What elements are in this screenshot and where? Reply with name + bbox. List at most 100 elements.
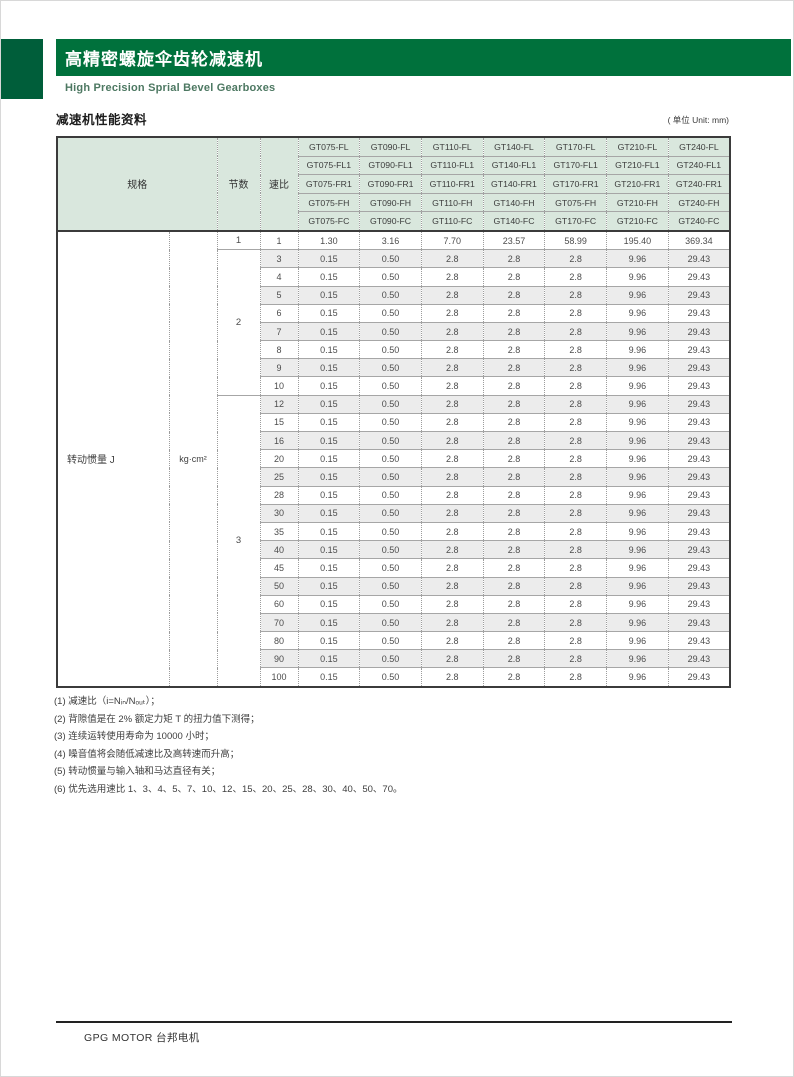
ratio-cell: 1 bbox=[259, 230, 299, 251]
data-row: 100 0.15 0.50 2.8 2.8 2.8 9.96 29.43 bbox=[57, 667, 731, 688]
value-cell: 2.8 bbox=[482, 412, 546, 433]
value-cell: 9.96 bbox=[606, 576, 669, 596]
value-cell: 0.15 bbox=[297, 431, 361, 451]
footnote-4: (4) 噪音值将会随低减速比及高转速而升高； bbox=[54, 748, 240, 760]
value-cell: 9.96 bbox=[606, 376, 669, 396]
value-cell: 9.96 bbox=[606, 321, 669, 342]
value-cell: 29.43 bbox=[667, 521, 731, 542]
value-cell: 0.50 bbox=[359, 358, 422, 378]
value-cell: 9.96 bbox=[606, 467, 669, 487]
section-title: 减速机性能资料 bbox=[56, 113, 148, 127]
ratio-cell: 50 bbox=[259, 576, 299, 596]
value-cell: 2.8 bbox=[420, 594, 484, 614]
value-cell: 0.15 bbox=[297, 631, 361, 651]
value-cell: 2.8 bbox=[420, 358, 484, 378]
value-cell: 9.96 bbox=[606, 431, 669, 451]
value-cell: 2.8 bbox=[544, 594, 608, 614]
unit-note: ( 单位 Unit: mm) bbox=[667, 115, 729, 125]
value-cell: 29.43 bbox=[667, 467, 731, 487]
ratio-cell: 9 bbox=[259, 358, 299, 378]
value-cell: 2.8 bbox=[482, 303, 546, 323]
spec-unit-cell: kg·cm² bbox=[168, 230, 218, 688]
value-cell: 9.96 bbox=[606, 249, 669, 269]
value-cell: 29.43 bbox=[667, 340, 731, 360]
value-cell: 0.15 bbox=[297, 321, 361, 342]
value-cell: 29.43 bbox=[667, 412, 731, 433]
value-cell: 9.96 bbox=[606, 412, 669, 433]
data-row: 70 0.15 0.50 2.8 2.8 2.8 9.96 29.43 bbox=[57, 612, 731, 633]
value-cell: 0.50 bbox=[359, 321, 422, 342]
value-cell: 23.57 bbox=[482, 230, 546, 251]
footnote-5: (5) 转动惯量与输入轴和马达直径有关； bbox=[54, 766, 221, 777]
ratio-cell: 7 bbox=[259, 321, 299, 342]
value-cell: 2.8 bbox=[420, 376, 484, 396]
model-header-cell: GT140-FL1 bbox=[482, 155, 546, 176]
model-header-cell: GT240-FH bbox=[667, 192, 731, 213]
data-row: 5 0.15 0.50 2.8 2.8 2.8 9.96 29.43 bbox=[57, 285, 731, 305]
value-cell: 2.8 bbox=[544, 485, 608, 505]
value-cell: 2.8 bbox=[482, 267, 546, 287]
model-header-row: 规格 节数 速比 GT075-FL GT090-FL GT110-FL GT140-FL GT… bbox=[56, 136, 731, 232]
title-bar: 高精密螺旋伞齿轮减速机 bbox=[56, 39, 791, 76]
model-header-cell: GT210-FR1 bbox=[606, 174, 669, 194]
value-cell: 2.8 bbox=[482, 558, 546, 578]
value-cell: 2.8 bbox=[482, 321, 546, 342]
value-cell: 9.96 bbox=[606, 521, 669, 542]
value-cell: 2.8 bbox=[544, 321, 608, 342]
value-cell: 2.8 bbox=[482, 431, 546, 451]
value-cell: 0.50 bbox=[359, 376, 422, 396]
value-cell: 2.8 bbox=[544, 612, 608, 633]
data-row: 8 0.15 0.50 2.8 2.8 2.8 9.96 29.43 bbox=[57, 340, 731, 360]
value-cell: 29.43 bbox=[667, 321, 731, 342]
value-cell: 2.8 bbox=[420, 285, 484, 305]
value-cell: 0.50 bbox=[359, 631, 422, 651]
value-cell: 0.15 bbox=[297, 412, 361, 433]
footnote-3: (3) 连续运转使用寿命为 10000 小时； bbox=[54, 731, 214, 742]
value-cell: 2.8 bbox=[544, 267, 608, 287]
value-cell: 2.8 bbox=[482, 521, 546, 542]
value-cell: 7.70 bbox=[420, 230, 484, 251]
spec-name-cell: 转动惯量 J bbox=[56, 230, 170, 688]
value-cell: 0.15 bbox=[297, 467, 361, 487]
value-cell: 9.96 bbox=[606, 394, 669, 414]
model-header-cell: GT170-FC bbox=[544, 211, 608, 232]
value-cell: 0.50 bbox=[359, 540, 422, 560]
value-cell: 0.15 bbox=[297, 649, 361, 669]
value-cell: 2.8 bbox=[482, 667, 546, 688]
ratio-cell: 4 bbox=[259, 267, 299, 287]
value-cell: 9.96 bbox=[606, 540, 669, 560]
ratio-cell: 3 bbox=[259, 249, 299, 269]
model-header-cell: GT170-FL1 bbox=[544, 155, 608, 176]
value-cell: 2.8 bbox=[544, 249, 608, 269]
data-row: 50 0.15 0.50 2.8 2.8 2.8 9.96 29.43 bbox=[57, 576, 731, 596]
value-cell: 29.43 bbox=[667, 267, 731, 287]
value-cell: 9.96 bbox=[606, 303, 669, 323]
model-header-cell: GT090-FC bbox=[359, 211, 422, 232]
stages-cell: 3 bbox=[216, 394, 261, 688]
model-header-cell: GT110-FC bbox=[420, 211, 484, 232]
value-cell: 369.34 bbox=[667, 230, 731, 251]
performance-table: 规格 节数 速比 GT075-FL GT090-FL GT110-FL GT140-FL GT… bbox=[56, 136, 731, 688]
value-cell: 0.50 bbox=[359, 249, 422, 269]
value-cell: 2.8 bbox=[482, 649, 546, 669]
value-cell: 2.8 bbox=[544, 540, 608, 560]
data-row: 3 12 0.15 0.50 2.8 2.8 2.8 9.96 29.43 bbox=[57, 394, 731, 688]
value-cell: 2.8 bbox=[482, 631, 546, 651]
ratio-cell: 100 bbox=[259, 667, 299, 688]
value-cell: 0.15 bbox=[297, 267, 361, 287]
value-cell: 29.43 bbox=[667, 558, 731, 578]
value-cell: 2.8 bbox=[420, 412, 484, 433]
model-header-cell: GT240-FC bbox=[667, 211, 731, 232]
value-cell: 9.96 bbox=[606, 503, 669, 523]
data-row: 45 0.15 0.50 2.8 2.8 2.8 9.96 29.43 bbox=[57, 558, 731, 578]
value-cell: 9.96 bbox=[606, 285, 669, 305]
value-cell: 0.15 bbox=[297, 376, 361, 396]
value-cell: 2.8 bbox=[420, 540, 484, 560]
value-cell: 2.8 bbox=[420, 503, 484, 523]
value-cell: 2.8 bbox=[544, 631, 608, 651]
value-cell: 2.8 bbox=[420, 431, 484, 451]
value-cell: 2.8 bbox=[544, 503, 608, 523]
value-cell: 0.15 bbox=[297, 485, 361, 505]
value-cell: 29.43 bbox=[667, 631, 731, 651]
value-cell: 2.8 bbox=[482, 594, 546, 614]
